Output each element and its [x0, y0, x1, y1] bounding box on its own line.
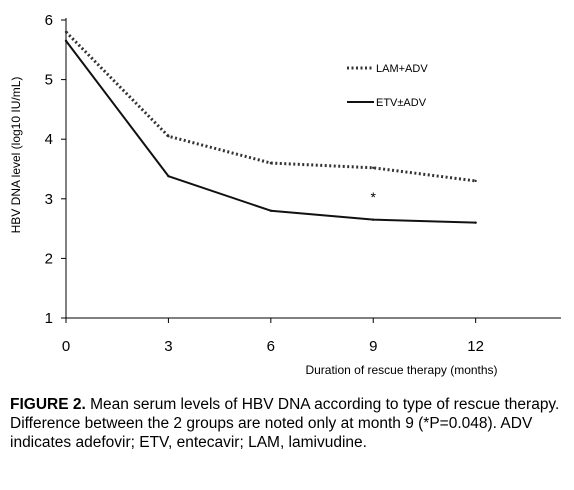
data-point [372, 166, 375, 170]
caption-text: Mean serum levels of HBV DNA according t… [10, 396, 560, 451]
y-tick-label: 2 [45, 250, 53, 267]
y-axis-title: HBV DNA level (log10 IU/mL) [9, 77, 23, 234]
series-group [64, 30, 477, 224]
x-tick-label: 12 [467, 338, 484, 355]
data-point [372, 218, 375, 221]
figure-caption: FIGURE 2. Mean serum levels of HBV DNA a… [10, 395, 562, 452]
x-tick-label: 9 [369, 338, 377, 355]
data-point [269, 161, 273, 165]
data-point [269, 209, 273, 212]
y-tick-label: 3 [45, 191, 53, 208]
data-point [64, 30, 68, 34]
y-tick-label: 1 [45, 310, 53, 327]
data-point [64, 39, 68, 43]
x-tick-label: 6 [267, 338, 275, 355]
y-tick-label: 5 [45, 72, 53, 89]
caption-label: FIGURE 2. [10, 396, 86, 413]
legend-label-1: LAM+ADV [376, 63, 428, 75]
data-point [474, 179, 477, 183]
significance-marker: * [371, 189, 377, 205]
data-point [167, 174, 170, 178]
x-axis-title: Duration of rescue therapy (months) [305, 363, 497, 377]
annotations: * [371, 189, 377, 205]
y-tick-label: 6 [45, 12, 53, 29]
data-point [167, 135, 170, 138]
legend-label-2: ETV±ADV [376, 97, 427, 109]
y-tick-label: 4 [45, 131, 53, 148]
legend: LAM+ADV ETV±ADV [347, 63, 428, 109]
data-point [474, 221, 477, 224]
x-tick-label: 0 [62, 338, 70, 355]
x-tick-label: 3 [164, 338, 172, 355]
